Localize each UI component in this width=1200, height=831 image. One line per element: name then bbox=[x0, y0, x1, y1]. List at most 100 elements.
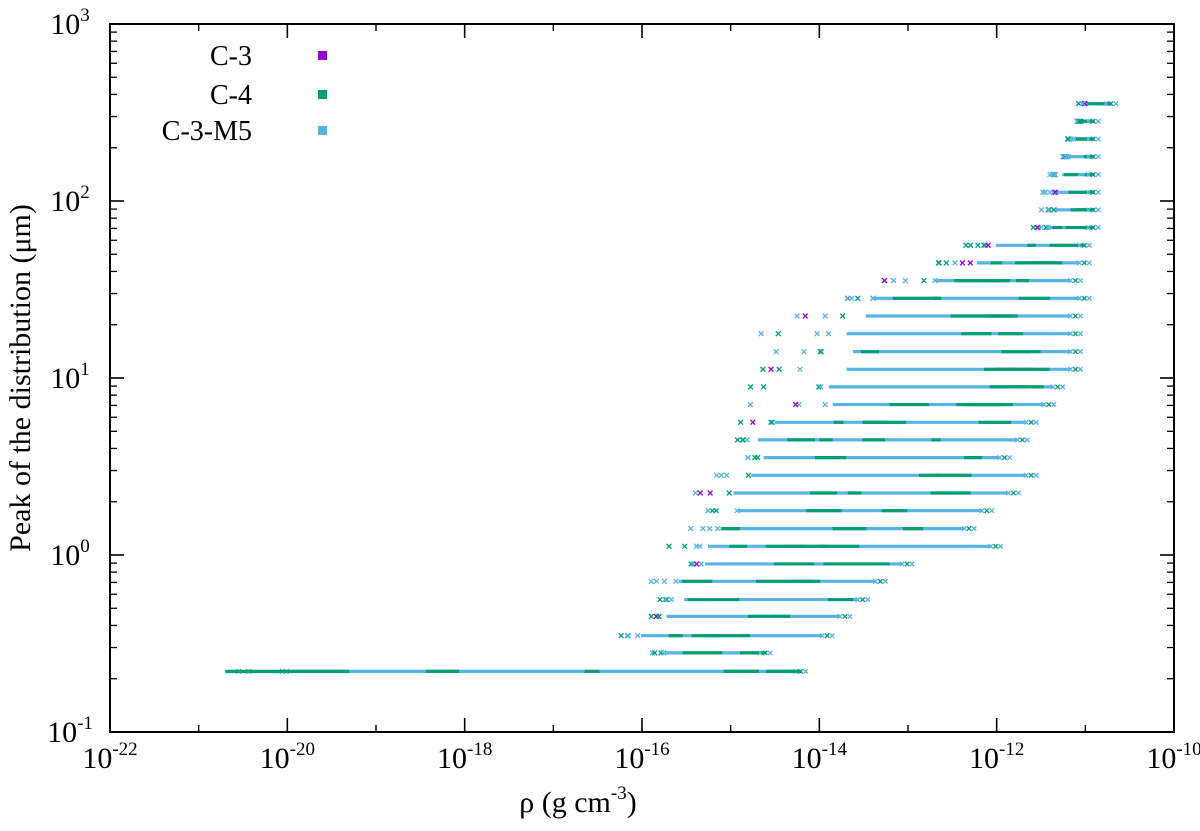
data-point-marker bbox=[1051, 171, 1058, 178]
data-point-marker bbox=[794, 313, 800, 319]
data-point-marker bbox=[1014, 437, 1020, 443]
data-point-marker bbox=[842, 613, 848, 620]
data-point-marker bbox=[1085, 154, 1091, 160]
data-point-marker bbox=[1095, 154, 1101, 160]
data-point-marker bbox=[815, 384, 822, 390]
data-point-marker bbox=[624, 632, 631, 639]
legend-swatch bbox=[318, 51, 327, 60]
x-tick-label: 10-18 bbox=[437, 739, 492, 775]
data-point-marker bbox=[936, 260, 942, 266]
data-point-marker bbox=[1023, 419, 1029, 425]
data-point-marker bbox=[966, 525, 972, 532]
data-point-marker bbox=[1010, 490, 1017, 496]
data-point-marker bbox=[707, 490, 714, 496]
data-point-marker bbox=[920, 277, 927, 284]
legend: C-3 C-4 C-3-M5 bbox=[162, 41, 327, 147]
data-point-marker bbox=[854, 295, 861, 302]
x-axis-title: ρ (g cm-3) bbox=[519, 783, 636, 819]
data-point-marker bbox=[848, 295, 855, 302]
data-point-marker bbox=[775, 330, 782, 337]
data-point-marker bbox=[943, 260, 950, 266]
data-point-marker bbox=[1090, 224, 1096, 231]
legend-swatch bbox=[318, 90, 327, 99]
data-point-marker bbox=[749, 419, 756, 426]
data-point-marker bbox=[825, 330, 832, 337]
data-point-marker bbox=[634, 632, 641, 639]
data-point-marker bbox=[872, 578, 879, 584]
data-point-marker bbox=[734, 507, 740, 514]
data-point-marker bbox=[993, 543, 999, 549]
data-point-marker bbox=[737, 419, 744, 426]
data-point-marker bbox=[847, 613, 853, 620]
data-point-marker bbox=[1005, 490, 1012, 496]
data-point-marker bbox=[769, 419, 776, 426]
y-axis-title: Peak of the distribution (μm) bbox=[4, 204, 37, 552]
data-point-marker bbox=[1081, 260, 1087, 266]
data-point-marker bbox=[1060, 384, 1066, 390]
data-point-marker bbox=[760, 384, 767, 390]
data-point-marker bbox=[1051, 207, 1057, 213]
data-point-marker bbox=[1067, 331, 1074, 337]
data-point-marker bbox=[989, 508, 995, 514]
data-point-marker bbox=[714, 525, 721, 532]
data-point-marker bbox=[822, 401, 829, 408]
data-point-marker bbox=[860, 596, 866, 603]
data-point-marker bbox=[1038, 207, 1045, 213]
data-point-marker bbox=[767, 650, 773, 656]
data-point-marker bbox=[1070, 136, 1077, 142]
data-point-marker bbox=[822, 313, 828, 319]
data-point-marker bbox=[837, 613, 843, 620]
data-point-marker bbox=[1086, 295, 1092, 301]
data-point-marker bbox=[1050, 171, 1057, 178]
data-point-marker bbox=[1076, 242, 1082, 248]
data-point-marker bbox=[902, 277, 909, 284]
data-point-marker bbox=[817, 348, 824, 355]
data-point-marker bbox=[797, 366, 803, 373]
data-point-marker bbox=[762, 650, 768, 656]
data-point-marker bbox=[824, 633, 830, 639]
data-point-marker bbox=[1033, 472, 1039, 478]
legend-label: C-3-M5 bbox=[162, 116, 252, 147]
x-tick-label: 10-10 bbox=[1146, 739, 1200, 775]
x-tick-label: 10-20 bbox=[260, 739, 315, 775]
data-point-marker bbox=[1081, 242, 1087, 248]
data-point-marker bbox=[657, 596, 663, 603]
data-point-marker bbox=[1077, 348, 1084, 355]
data-point-marker bbox=[1045, 224, 1051, 231]
data-point-marker bbox=[1047, 189, 1053, 196]
data-point-marker bbox=[877, 578, 884, 584]
data-point-marker bbox=[1045, 207, 1051, 213]
data-point-marker bbox=[754, 454, 761, 461]
y-tick-label: 102 bbox=[50, 182, 90, 218]
data-point-marker bbox=[1076, 295, 1082, 301]
data-point-marker bbox=[1076, 118, 1083, 125]
axis-ticks bbox=[109, 23, 1175, 733]
data-point-marker bbox=[648, 613, 655, 620]
data-point-marker bbox=[660, 649, 667, 656]
data-point-marker bbox=[1090, 118, 1096, 124]
tick-labels: 10-22 10-20 10-18 10-16 10-14 10-12 10-10 10-1 1… bbox=[47, 5, 1200, 775]
data-point-marker bbox=[802, 313, 809, 319]
data-point-marker bbox=[1041, 401, 1047, 408]
data-marks bbox=[225, 100, 1119, 675]
data-point-marker bbox=[1085, 118, 1091, 124]
data-point-marker bbox=[768, 419, 774, 426]
data-point-marker bbox=[932, 277, 938, 284]
data-point-marker bbox=[1095, 207, 1101, 213]
data-point-marker bbox=[1001, 454, 1008, 461]
data-point-marker bbox=[713, 472, 720, 479]
data-point-marker bbox=[963, 242, 969, 249]
data-point-marker bbox=[1006, 454, 1013, 461]
data-point-marker bbox=[673, 578, 679, 585]
data-point-marker bbox=[745, 472, 752, 479]
data-point-marker bbox=[1067, 348, 1074, 355]
legend-label: C-4 bbox=[210, 80, 252, 111]
data-point-marker bbox=[687, 525, 694, 532]
data-point-marker bbox=[1065, 153, 1072, 160]
data-point-marker bbox=[829, 633, 835, 639]
data-point-marker bbox=[971, 525, 977, 532]
data-point-marker bbox=[984, 508, 990, 514]
data-point-marker bbox=[698, 561, 705, 567]
data-point-marker bbox=[726, 490, 733, 496]
